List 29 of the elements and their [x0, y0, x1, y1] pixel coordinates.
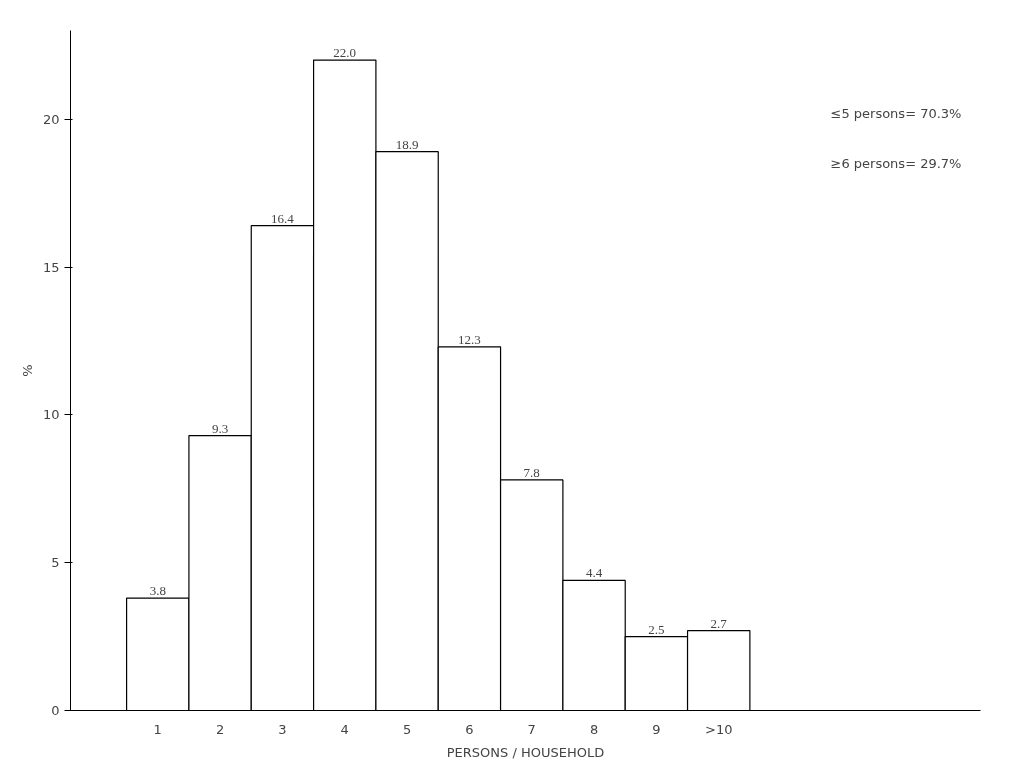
- data-label: 2.7: [710, 615, 728, 631]
- x-tick-label: 3: [278, 721, 287, 737]
- x-tick-label: 8: [589, 721, 599, 737]
- y-tick-label: 5: [51, 555, 60, 571]
- x-tick-label: >10: [705, 721, 733, 737]
- x-tick-label: 2: [215, 721, 225, 737]
- x-tick-label: 6: [465, 721, 474, 737]
- data-label: 12.3: [458, 331, 481, 347]
- data-label: 2.5: [648, 621, 665, 637]
- x-tick-label: 7: [527, 721, 536, 737]
- text: ≥6 persons= 29.7%: [830, 155, 962, 171]
- x-tick-label: 5: [402, 721, 412, 737]
- y-tick-label: 10: [42, 407, 60, 423]
- data-label: 4.4: [585, 565, 603, 581]
- x-tick-label: 9: [652, 721, 661, 737]
- y-tick-label: 20: [42, 111, 60, 127]
- x-tick-label: 4: [340, 721, 349, 737]
- y-tick-label: 15: [42, 259, 60, 275]
- text: ≤5 persons= 70.3%: [830, 105, 962, 121]
- y-axis-title: %: [19, 364, 35, 377]
- data-label: 9.3: [211, 420, 229, 436]
- data-label: 22.0: [333, 45, 357, 61]
- data-label: 18.9: [395, 136, 419, 152]
- x-tick-label: 1: [153, 721, 162, 737]
- y-tick-label: 0: [51, 703, 60, 718]
- x-axis-title: PERSONS / HOUSEHOLD: [446, 744, 605, 760]
- data-label: 3.8: [149, 583, 166, 599]
- data-label: 16.4: [271, 210, 295, 226]
- data-label: 7.8: [523, 464, 540, 480]
